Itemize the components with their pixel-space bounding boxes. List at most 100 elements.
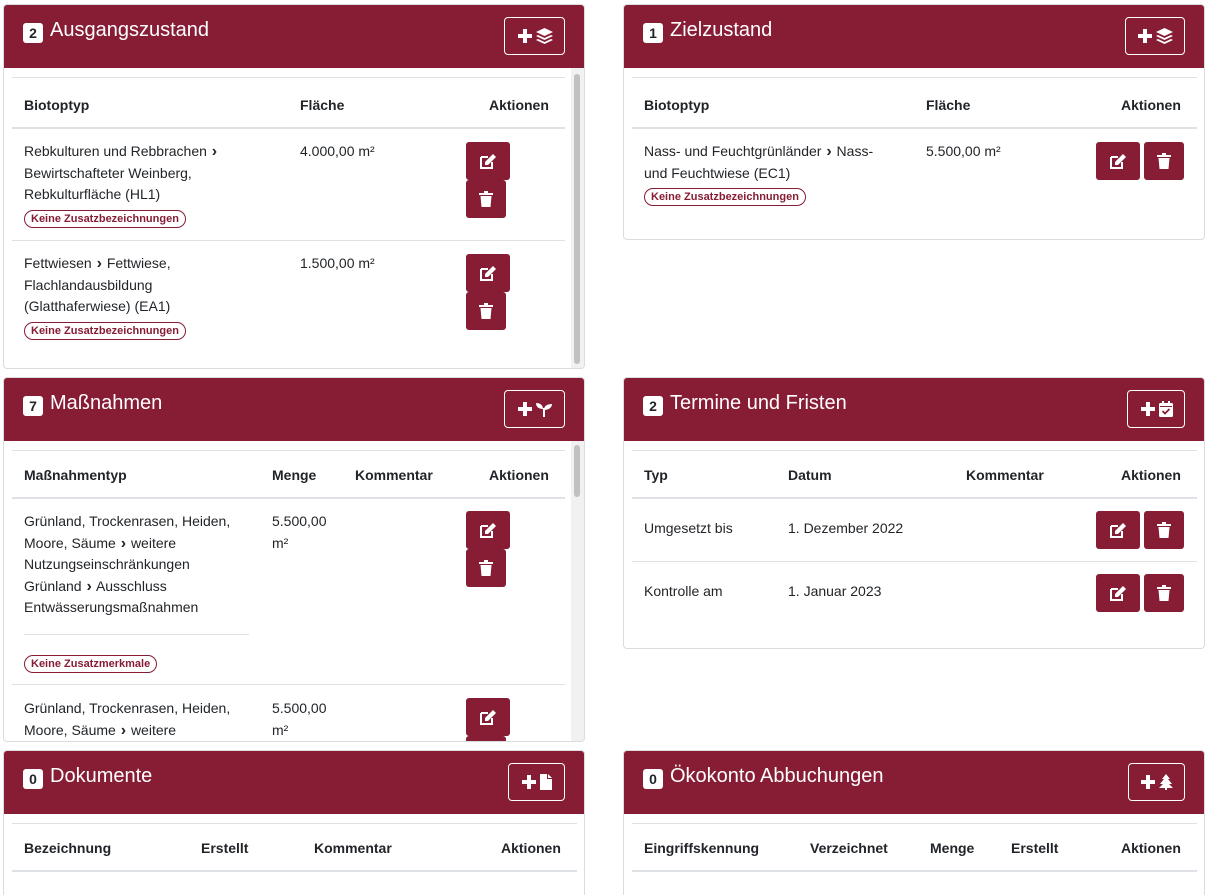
plus-icon xyxy=(1138,29,1152,43)
termin-date: 1. Dezember 2022 xyxy=(788,520,904,536)
add-termin-button[interactable] xyxy=(1127,390,1185,428)
col-header-kommentar: Kommentar xyxy=(355,467,433,483)
col-header-erstellt: Erstellt xyxy=(201,840,249,856)
plus-icon xyxy=(518,402,532,416)
plus-icon xyxy=(1141,775,1155,789)
edit-button[interactable] xyxy=(466,142,510,180)
chevron-right-icon: › xyxy=(120,534,127,552)
card-title: Termine und Fristen xyxy=(670,392,847,414)
col-header-biotoptyp: Biotoptyp xyxy=(24,97,90,113)
area-value: 5.500,00 m² xyxy=(926,143,1001,159)
card-header: 2 Ausgangszustand xyxy=(4,5,584,68)
edit-button[interactable] xyxy=(1096,574,1140,612)
plus-icon xyxy=(522,775,536,789)
card-zielzustand: 1 Zielzustand Biotoptyp Fläche Aktionen … xyxy=(623,4,1205,240)
count-badge: 2 xyxy=(643,396,663,416)
col-header-kommentar: Kommentar xyxy=(314,840,392,856)
add-biotop-button[interactable] xyxy=(1125,17,1185,55)
chevron-right-icon: › xyxy=(826,143,832,160)
trash-icon xyxy=(1157,153,1171,169)
edit-button[interactable] xyxy=(1096,511,1140,549)
add-dokument-button[interactable] xyxy=(508,763,565,801)
col-header-aktionen: Aktionen xyxy=(501,840,561,856)
edit-icon xyxy=(480,265,496,281)
edit-button[interactable] xyxy=(466,254,510,292)
card-termine: 2 Termine und Fristen Typ Datum Kommenta… xyxy=(623,377,1205,649)
card-title: Dokumente xyxy=(50,765,153,787)
card-body: Biotoptyp Fläche Aktionen Nass- und Feuc… xyxy=(624,68,1204,239)
card-body: Eingriffskennung Verzeichnet Menge Erste… xyxy=(624,814,1204,895)
scrollbar[interactable] xyxy=(571,68,584,368)
delete-button[interactable] xyxy=(1144,511,1184,549)
delete-button[interactable] xyxy=(1144,142,1184,180)
col-header-menge: Menge xyxy=(272,467,317,483)
delete-button[interactable] xyxy=(466,292,506,330)
scrollbar-thumb[interactable] xyxy=(574,445,580,497)
termin-type: Umgesetzt bis xyxy=(644,520,733,536)
area-value: 4.000,00 m² xyxy=(300,143,375,159)
table-row: Fettwiesen › Fettwiese, Flachlandausbild… xyxy=(24,255,171,314)
card-ausgangszustand: 2 Ausgangszustand Biotoptyp Fläche Aktio… xyxy=(3,4,585,369)
card-header: 0 Ökokonto Abbuchungen xyxy=(624,751,1204,814)
tree-icon xyxy=(1159,774,1173,790)
delete-button[interactable] xyxy=(466,180,506,218)
card-header: 1 Zielzustand xyxy=(624,5,1204,68)
col-header-aktionen: Aktionen xyxy=(1121,97,1181,113)
card-body: Bezeichnung Erstellt Kommentar Aktionen xyxy=(4,814,584,895)
col-header-biotoptyp: Biotoptyp xyxy=(644,97,710,113)
status-badge: Keine Zusatzmerkmale xyxy=(24,655,158,673)
table-row: Nass- und Feuchtgrünländer › Nass- und F… xyxy=(644,143,874,181)
edit-icon xyxy=(480,153,496,169)
delete-button[interactable] xyxy=(466,736,506,741)
col-header-kommentar: Kommentar xyxy=(966,467,1044,483)
count-badge: 7 xyxy=(23,396,43,416)
trash-icon xyxy=(479,303,493,319)
chevron-right-icon: › xyxy=(86,577,92,595)
delete-button[interactable] xyxy=(466,549,506,587)
delete-button[interactable] xyxy=(1144,574,1184,612)
col-header-menge: Menge xyxy=(930,840,975,856)
card-body: Biotoptyp Fläche Aktionen Rebkulturen un… xyxy=(4,68,584,368)
col-header-massnahmentyp: Maßnahmentyp xyxy=(24,467,127,483)
scrollbar[interactable] xyxy=(571,441,584,741)
termin-date: 1. Januar 2023 xyxy=(788,583,882,599)
col-header-aktionen: Aktionen xyxy=(489,97,549,113)
edit-button[interactable] xyxy=(1096,142,1140,180)
chevron-right-icon: › xyxy=(211,143,218,160)
card-body: Maßnahmentyp Menge Kommentar Aktionen Gr… xyxy=(4,441,584,741)
card-title: Maßnahmen xyxy=(50,392,163,414)
card-dokumente: 0 Dokumente Bezeichnung Erstellt Komment… xyxy=(3,750,585,895)
count-badge: 0 xyxy=(23,769,43,789)
table-row: Grünland, Trockenrasen, Heiden, Moore, S… xyxy=(24,513,231,615)
add-abbuchung-button[interactable] xyxy=(1128,763,1185,801)
col-header-datum: Datum xyxy=(788,467,832,483)
layers-icon xyxy=(535,28,553,44)
card-header: 7 Maßnahmen xyxy=(4,378,584,441)
card-title: Zielzustand xyxy=(670,19,773,41)
col-header-flaeche: Fläche xyxy=(926,97,971,113)
status-badge: Keine Zusatzbezeichnungen xyxy=(24,322,186,340)
count-badge: 0 xyxy=(643,769,663,789)
card-title: Ökokonto Abbuchungen xyxy=(670,765,884,787)
col-header-erstellt: Erstellt xyxy=(1011,840,1059,856)
count-badge: 2 xyxy=(23,23,43,43)
edit-icon xyxy=(1110,153,1126,169)
col-header-aktionen: Aktionen xyxy=(489,467,549,483)
scrollbar-thumb[interactable] xyxy=(574,74,580,364)
trash-icon xyxy=(1157,585,1171,601)
edit-icon xyxy=(1110,585,1126,601)
card-header: 0 Dokumente xyxy=(4,751,584,814)
card-title: Ausgangszustand xyxy=(50,19,210,41)
calendar-check-icon xyxy=(1158,401,1173,417)
edit-button[interactable] xyxy=(466,698,510,736)
col-header-aktionen: Aktionen xyxy=(1121,467,1181,483)
card-body: Typ Datum Kommentar Aktionen Umgesetzt b… xyxy=(624,441,1204,648)
add-biotop-button[interactable] xyxy=(504,17,565,55)
trash-icon xyxy=(479,191,493,207)
plus-icon xyxy=(517,29,532,43)
termin-type: Kontrolle am xyxy=(644,583,723,599)
col-header-typ: Typ xyxy=(644,467,668,483)
edit-button[interactable] xyxy=(466,511,510,549)
col-header-verzeichnet: Verzeichnet xyxy=(810,840,888,856)
add-massnahme-button[interactable] xyxy=(504,390,565,428)
